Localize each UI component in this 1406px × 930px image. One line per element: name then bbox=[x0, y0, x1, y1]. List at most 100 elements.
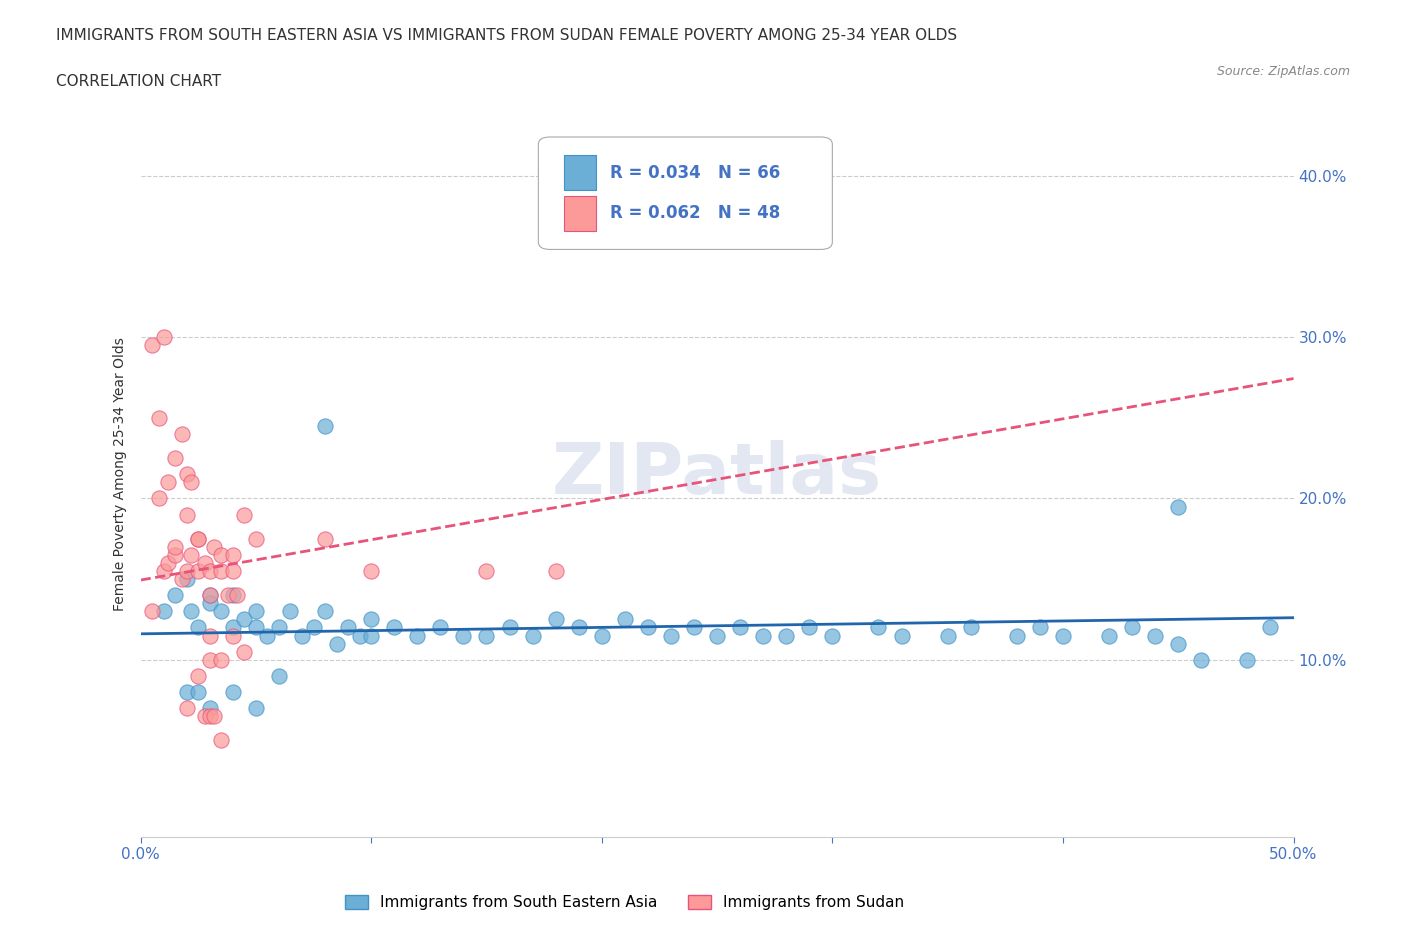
Point bbox=[245, 620, 267, 635]
Point bbox=[165, 539, 187, 554]
Point bbox=[172, 572, 194, 587]
Point bbox=[325, 636, 347, 651]
Point bbox=[202, 709, 225, 724]
Point bbox=[1189, 652, 1212, 667]
Point bbox=[544, 564, 567, 578]
Point bbox=[233, 644, 256, 659]
Point bbox=[475, 628, 498, 643]
Point bbox=[291, 628, 314, 643]
Point bbox=[198, 564, 221, 578]
Point bbox=[591, 628, 613, 643]
Point bbox=[209, 604, 232, 618]
Point bbox=[198, 700, 221, 715]
Point bbox=[868, 620, 890, 635]
Text: R = 0.062   N = 48: R = 0.062 N = 48 bbox=[610, 205, 780, 222]
Point bbox=[141, 604, 163, 618]
Point bbox=[198, 652, 221, 667]
Point bbox=[1098, 628, 1121, 643]
Point bbox=[187, 669, 209, 684]
Point bbox=[198, 709, 221, 724]
Point bbox=[1005, 628, 1028, 643]
Y-axis label: Female Poverty Among 25-34 Year Olds: Female Poverty Among 25-34 Year Olds bbox=[112, 338, 127, 611]
Point bbox=[176, 572, 198, 587]
FancyBboxPatch shape bbox=[564, 195, 596, 231]
Point bbox=[194, 709, 217, 724]
Point bbox=[233, 612, 256, 627]
Point bbox=[1236, 652, 1258, 667]
FancyBboxPatch shape bbox=[564, 155, 596, 190]
Point bbox=[148, 410, 170, 425]
Point bbox=[176, 564, 198, 578]
Point bbox=[406, 628, 429, 643]
Point bbox=[222, 628, 245, 643]
Point bbox=[1167, 499, 1189, 514]
Point bbox=[475, 564, 498, 578]
Point bbox=[180, 548, 202, 563]
Point bbox=[256, 628, 278, 643]
Point bbox=[141, 338, 163, 352]
Point bbox=[187, 531, 209, 546]
Point bbox=[1052, 628, 1074, 643]
Point bbox=[198, 588, 221, 603]
Point bbox=[1144, 628, 1167, 643]
Point bbox=[706, 628, 728, 643]
Point bbox=[187, 684, 209, 699]
Point bbox=[209, 564, 232, 578]
Point bbox=[187, 564, 209, 578]
Point bbox=[157, 475, 180, 490]
Point bbox=[222, 548, 245, 563]
Point bbox=[187, 620, 209, 635]
Point bbox=[267, 669, 290, 684]
Point bbox=[498, 620, 520, 635]
Point bbox=[752, 628, 775, 643]
Point bbox=[198, 596, 221, 611]
Point bbox=[148, 491, 170, 506]
Point bbox=[360, 612, 382, 627]
Point bbox=[1121, 620, 1143, 635]
Point bbox=[226, 588, 249, 603]
Text: R = 0.034   N = 66: R = 0.034 N = 66 bbox=[610, 164, 780, 181]
Point bbox=[172, 427, 194, 442]
Point bbox=[728, 620, 751, 635]
Point bbox=[337, 620, 360, 635]
Point bbox=[165, 548, 187, 563]
Point bbox=[360, 564, 382, 578]
Point bbox=[314, 418, 336, 433]
Point bbox=[217, 588, 239, 603]
Point bbox=[222, 588, 245, 603]
Point bbox=[209, 548, 232, 563]
Point bbox=[187, 531, 209, 546]
Point bbox=[152, 604, 174, 618]
Point bbox=[659, 628, 682, 643]
Point bbox=[349, 628, 371, 643]
Point bbox=[302, 620, 325, 635]
Point bbox=[821, 628, 844, 643]
Point bbox=[157, 555, 180, 570]
Point bbox=[152, 564, 174, 578]
Point bbox=[209, 733, 232, 748]
Point bbox=[1260, 620, 1282, 635]
Point bbox=[165, 588, 187, 603]
Point bbox=[453, 628, 475, 643]
Point bbox=[176, 467, 198, 482]
Point bbox=[198, 588, 221, 603]
Point bbox=[180, 475, 202, 490]
Point bbox=[890, 628, 912, 643]
Point bbox=[176, 507, 198, 522]
Point bbox=[544, 612, 567, 627]
Text: CORRELATION CHART: CORRELATION CHART bbox=[56, 74, 221, 89]
Point bbox=[222, 564, 245, 578]
Point bbox=[176, 700, 198, 715]
Point bbox=[245, 604, 267, 618]
Point bbox=[209, 652, 232, 667]
Point bbox=[936, 628, 959, 643]
Point bbox=[198, 628, 221, 643]
Point bbox=[152, 330, 174, 345]
Point bbox=[222, 620, 245, 635]
Point bbox=[775, 628, 797, 643]
Point bbox=[683, 620, 706, 635]
Point bbox=[233, 507, 256, 522]
Point bbox=[613, 612, 636, 627]
Point bbox=[245, 531, 267, 546]
Point bbox=[165, 451, 187, 466]
